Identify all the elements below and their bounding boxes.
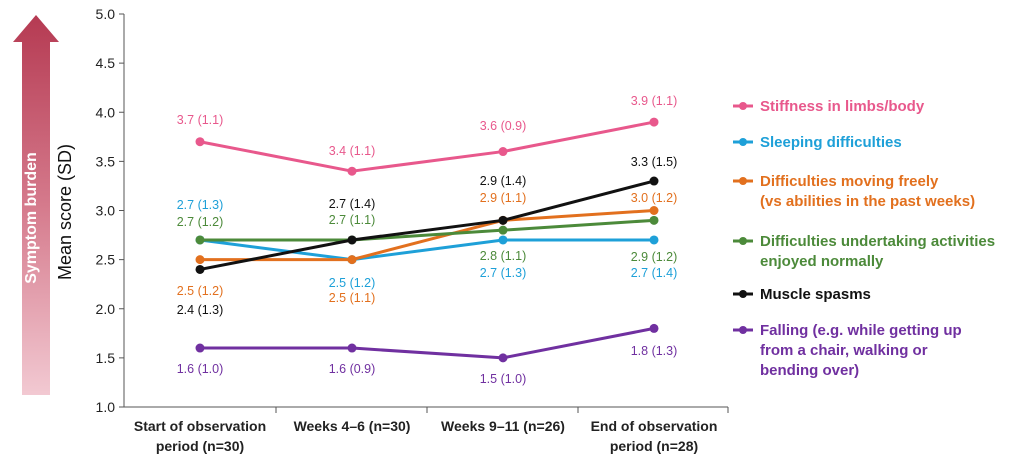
data-point — [649, 117, 659, 127]
legend: Stiffness in limbs/body Sleeping difficul… — [733, 98, 995, 379]
data-label: 3.0 (1.2) — [631, 191, 678, 205]
legend-item: Muscle spasms — [733, 286, 871, 303]
y-tick-label: 2.5 — [96, 252, 116, 268]
data-point — [347, 343, 357, 353]
legend-swatch-marker — [739, 290, 747, 298]
legend-item: Difficulties undertaking activities enjoy… — [733, 233, 995, 270]
data-label: 3.6 (0.9) — [480, 119, 527, 133]
y-tick-label: 3.5 — [96, 153, 116, 169]
data-point — [649, 235, 659, 245]
data-label: 2.5 (1.2) — [329, 276, 376, 290]
legend-label: Difficulties undertaking activities enjoy… — [760, 233, 995, 270]
data-label: 2.4 (1.3) — [177, 303, 224, 317]
data-label: 2.7 (1.3) — [480, 266, 527, 280]
data-point — [649, 215, 659, 225]
data-point — [649, 323, 659, 333]
data-label: 2.9 (1.2) — [631, 250, 678, 264]
legend-item: Falling (e.g. while getting up from a cha… — [733, 322, 962, 379]
data-label: 2.7 (1.3) — [177, 198, 224, 212]
data-point — [498, 147, 508, 157]
data-label: 1.6 (1.0) — [177, 362, 224, 376]
legend-label: Difficulties moving freely (vs abilities … — [760, 173, 975, 210]
series-line — [200, 218, 655, 242]
axes: 1.0 1.5 2.0 2.5 3.0 3.5 4.0 4.5 5.0 Start of obse… — [96, 6, 729, 454]
data-point — [498, 225, 508, 235]
symptom-burden-label: Symptom burden — [23, 152, 40, 284]
data-point — [498, 353, 508, 363]
data-point — [347, 255, 357, 265]
x-tick-label: Start of observation period (n=30) — [134, 418, 266, 454]
legend-label: Falling (e.g. while getting up from a cha… — [760, 322, 962, 379]
y-tick-label: 1.5 — [96, 350, 116, 366]
x-tick-label: Weeks 4–6 (n=30) — [294, 418, 411, 434]
data-point — [498, 215, 508, 225]
legend-label: Muscle spasms — [760, 286, 871, 303]
series-line — [199, 120, 655, 173]
data-label: 3.4 (1.1) — [329, 144, 376, 158]
data-label: 2.8 (1.1) — [480, 249, 527, 263]
y-tick-label: 1.0 — [96, 399, 116, 415]
legend-swatch-marker — [739, 138, 747, 146]
data-label: 2.7 (1.1) — [329, 213, 376, 227]
data-point — [498, 235, 508, 245]
legend-item: Sleeping difficulties — [733, 134, 902, 151]
data-point — [195, 264, 205, 274]
data-point — [195, 255, 205, 265]
data-point — [649, 206, 659, 215]
data-label: 1.6 (0.9) — [329, 362, 376, 376]
symptom-burden-arrow: Symptom burden — [13, 15, 59, 395]
legend-swatch-marker — [739, 177, 747, 185]
data-label: 3.7 (1.1) — [177, 113, 224, 127]
data-label: 2.5 (1.2) — [177, 284, 224, 298]
legend-label: Sleeping difficulties — [760, 134, 902, 151]
series-line — [200, 326, 655, 360]
data-point — [347, 166, 357, 176]
y-tick-label: 3.0 — [96, 203, 116, 219]
y-tick-label: 4.5 — [96, 55, 116, 71]
series-line — [199, 179, 655, 271]
legend-item: Stiffness in limbs/body — [733, 98, 925, 115]
y-tick-label: 5.0 — [96, 6, 116, 22]
x-tick-label: Weeks 9–11 (n=26) — [441, 418, 565, 434]
series-line — [199, 238, 654, 262]
legend-item: Difficulties moving freely (vs abilities … — [733, 173, 975, 210]
data-point — [347, 235, 357, 245]
data-label: 2.9 (1.4) — [480, 174, 527, 188]
data-labels: 3.7 (1.1) 3.4 (1.1) 3.6 (0.9) 3.9 (1.1) 2.7 … — [177, 94, 678, 386]
data-label: 2.9 (1.1) — [480, 191, 527, 205]
y-axis-title: Mean score (SD) — [55, 144, 75, 280]
data-label: 1.8 (1.3) — [631, 344, 678, 358]
series-line — [200, 209, 655, 262]
data-point — [649, 176, 659, 186]
data-label: 2.7 (1.2) — [177, 215, 224, 229]
data-point — [195, 343, 205, 353]
legend-swatch-marker — [739, 237, 747, 245]
y-tick-label: 2.0 — [96, 301, 116, 317]
data-label: 2.7 (1.4) — [631, 266, 678, 280]
data-point — [195, 137, 205, 147]
legend-swatch-marker — [739, 102, 747, 110]
data-label: 2.7 (1.4) — [329, 197, 376, 211]
x-tick-label: End of observation period (n=28) — [591, 418, 718, 454]
data-label: 2.5 (1.1) — [329, 291, 376, 305]
data-point — [195, 235, 205, 245]
data-label: 1.5 (1.0) — [480, 372, 527, 386]
legend-swatch-marker — [739, 326, 747, 334]
y-tick-label: 4.0 — [96, 104, 116, 120]
data-label: 3.9 (1.1) — [631, 94, 678, 108]
data-label: 3.3 (1.5) — [631, 155, 678, 169]
series-lines — [195, 117, 659, 363]
legend-label: Stiffness in limbs/body — [760, 98, 925, 115]
